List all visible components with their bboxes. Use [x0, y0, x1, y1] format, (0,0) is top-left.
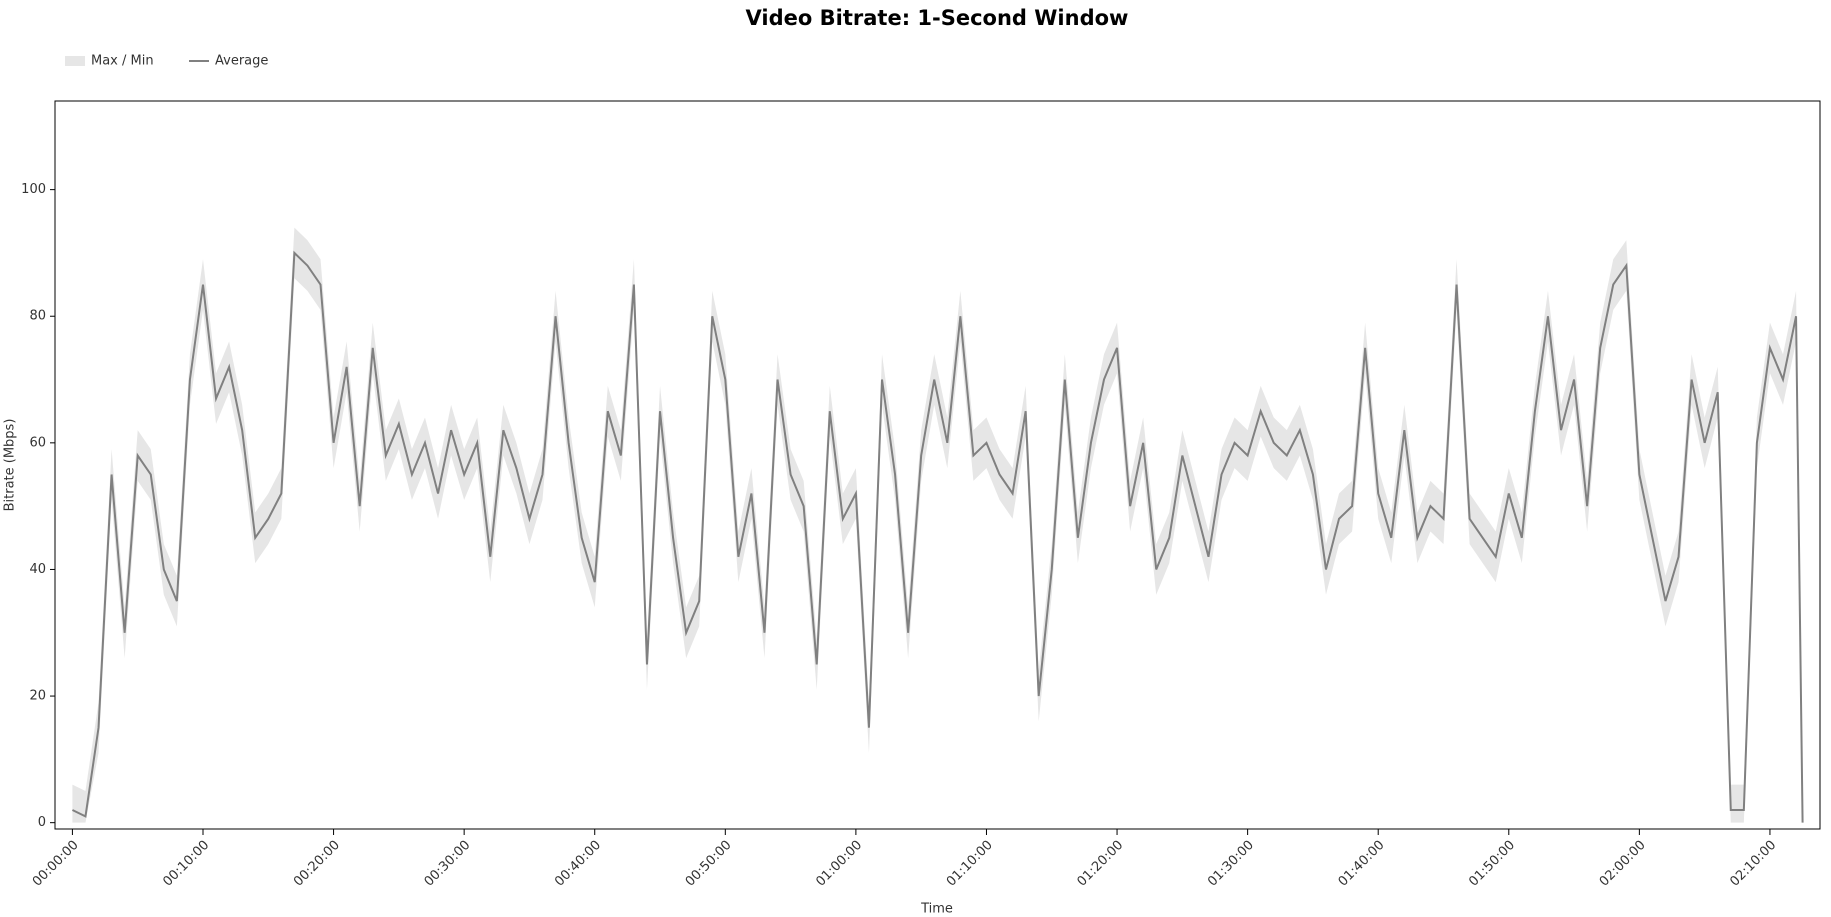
min-max-band [72, 227, 1803, 823]
x-tick-label: 01:40:00 [1336, 838, 1388, 890]
y-axis-label: Bitrate (Mbps) [3, 419, 18, 512]
x-tick-label: 00:30:00 [422, 838, 474, 890]
y-tick-label: 40 [29, 562, 46, 577]
plot-frame [54, 100, 1821, 830]
x-tick-label: 01:50:00 [1466, 838, 1518, 890]
x-tick-label: 01:10:00 [944, 838, 996, 890]
y-tick-label: 80 [29, 309, 46, 324]
x-tick-label: 00:20:00 [291, 838, 343, 890]
y-tick-label: 20 [29, 689, 46, 704]
x-tick-label: 00:50:00 [683, 838, 735, 890]
x-tick-label: 02:10:00 [1727, 838, 1779, 890]
y-tick-label: 60 [29, 435, 46, 450]
x-tick-label: 01:20:00 [1074, 838, 1126, 890]
y-tick-label: 100 [21, 182, 46, 197]
x-tick-label: 00:00:00 [30, 838, 82, 890]
average-line [71, 250, 1804, 823]
legend-swatch [65, 56, 85, 66]
x-tick-label: 02:00:00 [1597, 838, 1649, 890]
x-tick-label: 00:40:00 [552, 838, 604, 890]
legend-label: Average [215, 54, 268, 69]
legend-label: Max / Min [91, 54, 154, 69]
y-tick-label: 0 [38, 815, 46, 830]
chart-title: Video Bitrate: 1-Second Window [746, 6, 1129, 30]
x-axis-label: Time [920, 902, 953, 917]
x-tick-label: 01:00:00 [813, 838, 865, 890]
x-tick-label: 00:10:00 [160, 838, 212, 890]
x-tick-label: 01:30:00 [1205, 838, 1257, 890]
